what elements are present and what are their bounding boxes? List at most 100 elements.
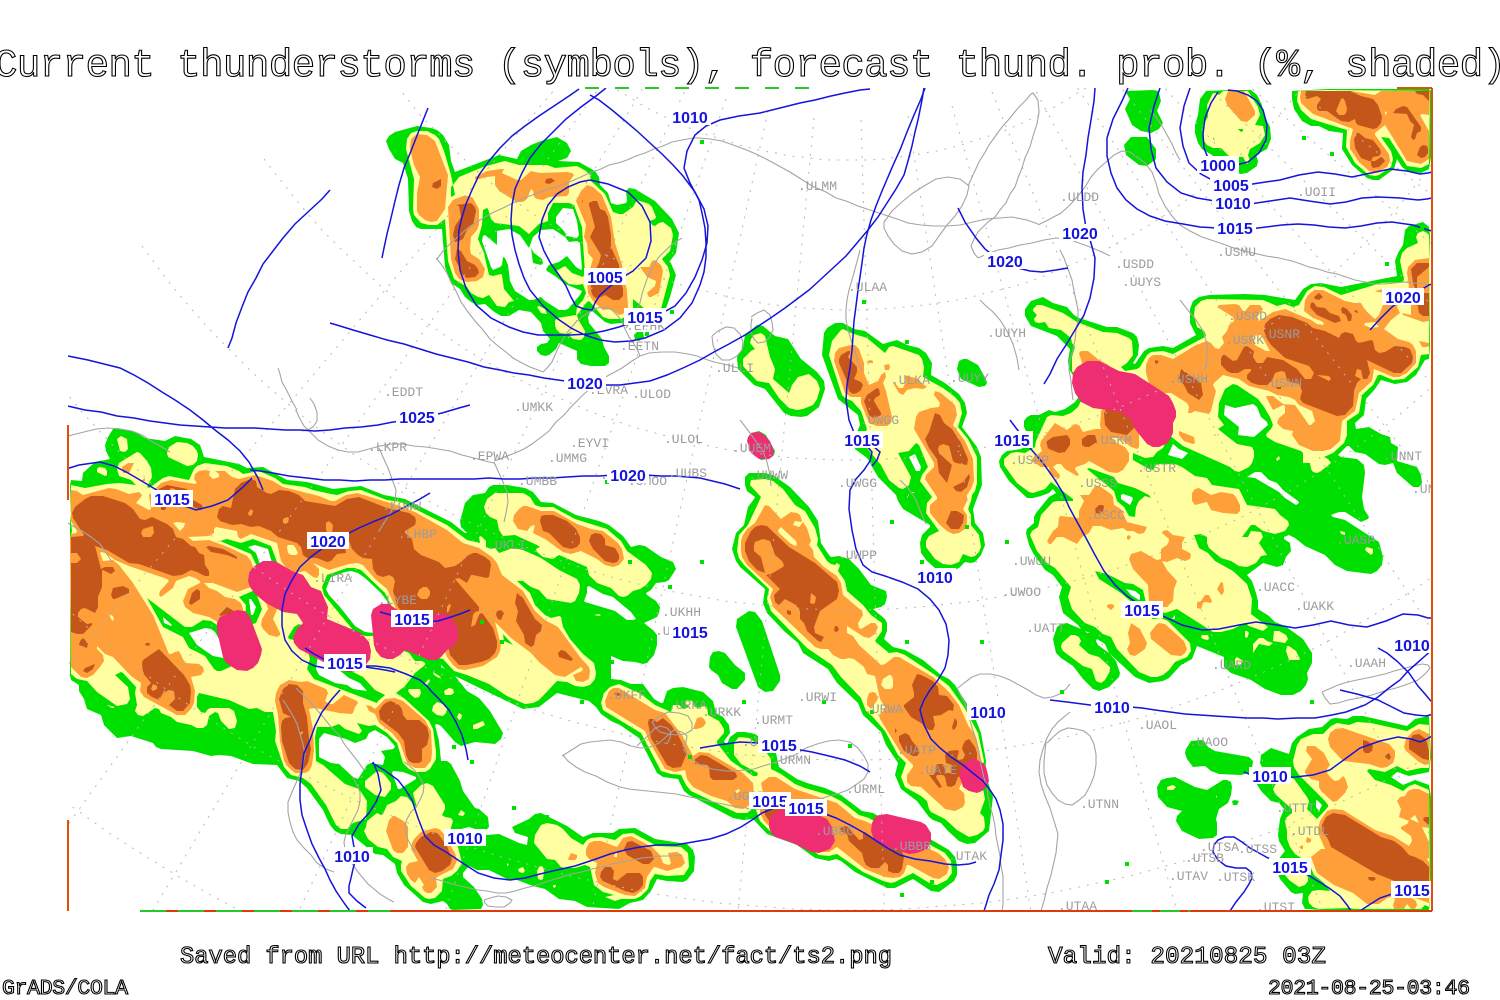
svg-text:1015: 1015 — [1394, 883, 1430, 900]
svg-text:2021-08-25-03:46: 2021-08-25-03:46 — [1268, 977, 1470, 1000]
svg-text:Valid: 20210825 03Z: Valid: 20210825 03Z — [1048, 944, 1326, 971]
svg-text:.UWUU: .UWUU — [1012, 554, 1051, 569]
svg-text:.UMBB: .UMBB — [518, 474, 557, 489]
svg-text:.UMMG: .UMMG — [548, 451, 587, 466]
svg-text:.UTTT: .UTTT — [1276, 801, 1315, 816]
svg-text:.UTAA: .UTAA — [1058, 899, 1097, 914]
svg-text:.URMT: .URMT — [754, 713, 793, 728]
svg-text:1020: 1020 — [310, 534, 346, 551]
svg-text:.USHH: .USHH — [1169, 372, 1208, 387]
svg-text:.UKLI: .UKLI — [487, 538, 526, 553]
svg-text:.UWGG: .UWGG — [860, 413, 899, 428]
svg-text:.USCC: .USCC — [1086, 508, 1125, 523]
svg-text:1000: 1000 — [1200, 158, 1236, 175]
svg-text:.LHBP: .LHBP — [398, 527, 437, 542]
svg-text:.UWGG: .UWGG — [838, 476, 877, 491]
svg-text:.URWA: .URWA — [864, 702, 903, 717]
svg-text:1010: 1010 — [917, 570, 953, 587]
svg-text:.UOII: .UOII — [1297, 185, 1336, 200]
svg-text:.USNR: .USNR — [1261, 327, 1300, 342]
svg-text:.UNNT: .UNNT — [1383, 449, 1422, 464]
svg-text:.UACC: .UACC — [1256, 580, 1295, 595]
svg-text:1010: 1010 — [1094, 700, 1130, 717]
svg-text:.ULLI: .ULLI — [715, 361, 754, 376]
svg-text:.USNN: .USNN — [1263, 376, 1302, 391]
svg-text:.USMU: .USMU — [1217, 245, 1256, 260]
svg-text:.UMKK: .UMKK — [514, 400, 553, 415]
svg-text:.UATT: .UATT — [1026, 621, 1065, 636]
svg-text:.UUYS: .UUYS — [1122, 275, 1161, 290]
svg-text:.USTR: .USTR — [1137, 461, 1176, 476]
svg-text:.ULDD: .ULDD — [1060, 190, 1099, 205]
svg-text:.UATP: .UATP — [897, 743, 936, 758]
svg-text:1015: 1015 — [761, 738, 797, 755]
svg-text:.USDD: .USDD — [1115, 257, 1154, 272]
svg-text:1020: 1020 — [987, 254, 1023, 271]
svg-text:1010: 1010 — [1215, 196, 1251, 213]
svg-text:1020: 1020 — [1385, 290, 1421, 307]
svg-text:.UTSK: .UTSK — [1216, 870, 1255, 885]
svg-text:.URMN: .URMN — [772, 753, 811, 768]
svg-text:.USRK: .USRK — [1225, 333, 1264, 348]
svg-text:1020: 1020 — [610, 468, 646, 485]
svg-text:.LKPR: .LKPR — [368, 440, 407, 455]
svg-text:.UAKK: .UAKK — [1295, 599, 1334, 614]
svg-text:Current thunderstorms (symbols: Current thunderstorms (symbols), forecas… — [0, 44, 1500, 88]
svg-text:.USKM: .USKM — [1093, 433, 1132, 448]
svg-text:1015: 1015 — [752, 794, 788, 811]
svg-text:.URWI: .URWI — [798, 690, 837, 705]
svg-text:.LYBE: .LYBE — [378, 593, 417, 608]
svg-text:.UKFF: .UKFF — [607, 688, 646, 703]
svg-text:.UTDL: .UTDL — [1290, 824, 1329, 839]
svg-text:1005: 1005 — [587, 270, 623, 287]
svg-text:.UBBB: .UBBB — [892, 839, 931, 854]
svg-text:1015: 1015 — [1217, 221, 1253, 238]
svg-text:Saved from URL http://meteocen: Saved from URL http://meteocenter.net/fa… — [180, 944, 892, 971]
svg-text:1015: 1015 — [327, 656, 363, 673]
svg-text:.UAOO: .UAOO — [1189, 735, 1228, 750]
svg-text:.URML: .URML — [846, 782, 885, 797]
svg-text:.EDDT: .EDDT — [384, 385, 423, 400]
svg-text:1010: 1010 — [672, 110, 708, 127]
svg-text:1005: 1005 — [1213, 178, 1249, 195]
svg-text:.UNBB: .UNBB — [1412, 482, 1451, 497]
svg-text:1015: 1015 — [154, 492, 190, 509]
svg-text:1010: 1010 — [1394, 638, 1430, 655]
svg-text:.UTST: .UTST — [1256, 900, 1295, 915]
svg-text:.UUEM: .UUEM — [732, 441, 771, 456]
svg-text:.USPP: .USPP — [1010, 453, 1049, 468]
svg-text:1015: 1015 — [1124, 603, 1160, 620]
svg-text:1015: 1015 — [1272, 860, 1308, 877]
svg-text:.UUYY: .UUYY — [950, 371, 989, 386]
svg-text:GrADS/COLA: GrADS/COLA — [2, 977, 128, 1000]
svg-text:.UUYH: .UUYH — [987, 326, 1026, 341]
svg-text:.ULKA: .ULKA — [891, 373, 930, 388]
svg-text:.ULAA: .ULAA — [848, 280, 887, 295]
svg-text:1025: 1025 — [399, 410, 435, 427]
svg-text:.UAOL: .UAOL — [1138, 718, 1177, 733]
svg-text:.USRD: .USRD — [1228, 309, 1267, 324]
svg-text:.EETN: .EETN — [620, 339, 659, 354]
svg-text:.UASP: .UASP — [1336, 533, 1375, 548]
svg-text:.URKA: .URKA — [668, 698, 707, 713]
svg-text:1010: 1010 — [970, 705, 1006, 722]
svg-text:1020: 1020 — [567, 376, 603, 393]
svg-text:.UUWW: .UUWW — [749, 468, 788, 483]
svg-text:.UAAH: .UAAH — [1347, 656, 1386, 671]
svg-text:.UTSS: .UTSS — [1238, 842, 1277, 857]
svg-text:.ULMM: .ULMM — [798, 179, 837, 194]
svg-text:.ULOL: .ULOL — [664, 432, 703, 447]
svg-text:1015: 1015 — [994, 433, 1030, 450]
svg-text:.UKHH: .UKHH — [662, 605, 701, 620]
svg-text:.UUBS: .UUBS — [668, 466, 707, 481]
svg-text:.EYVI: .EYVI — [570, 436, 609, 451]
svg-text:.UTSB: .UTSB — [1185, 851, 1224, 866]
svg-text:1015: 1015 — [394, 612, 430, 629]
svg-text:.UWPP: .UWPP — [838, 548, 877, 563]
svg-text:.UTNN: .UTNN — [1080, 797, 1119, 812]
svg-text:.USSS: .USSS — [1078, 476, 1117, 491]
svg-text:.UTSA: .UTSA — [1200, 840, 1239, 855]
svg-text:.EPWA: .EPWA — [470, 449, 509, 464]
svg-text:.UATE: .UATE — [918, 763, 957, 778]
svg-text:1020: 1020 — [1062, 226, 1098, 243]
